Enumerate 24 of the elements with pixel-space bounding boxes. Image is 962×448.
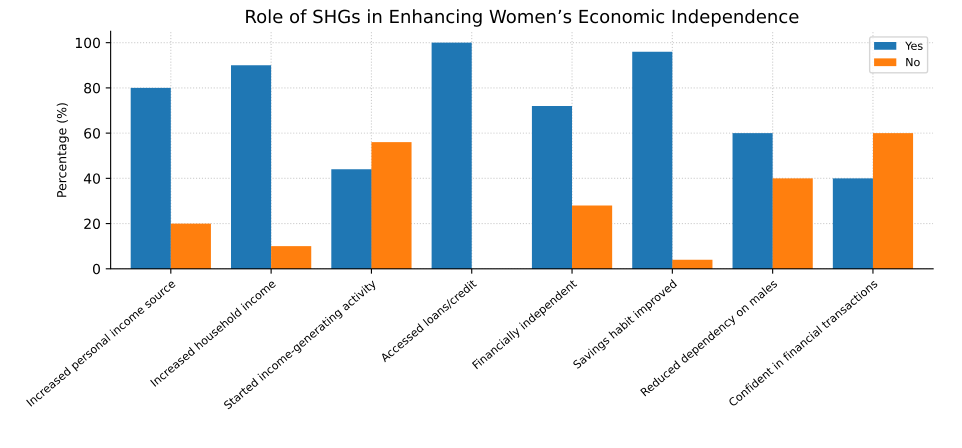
y-tick-label: 100 [76,38,100,48]
chart-title: Role of SHGs in Enhancing Women’s Economic Independence [246,9,798,27]
y-tick-label: 20 [84,218,100,230]
bar [632,52,672,269]
bar [572,205,612,269]
bar [271,246,312,269]
y-tick-label: 0 [92,264,100,274]
y-tick-label: 80 [84,82,100,94]
y-axis-title: Percentage (%) [56,103,69,197]
bar [732,133,773,269]
bar [371,142,412,269]
bar [872,133,914,269]
bar [331,169,372,269]
bar [532,106,572,269]
legend-label: No [906,58,920,66]
bar [772,178,813,269]
legend-label: Yes [905,42,923,50]
bar [130,88,171,269]
bar [230,65,272,269]
y-tick-label: 40 [84,173,100,184]
bar [832,178,873,269]
y-tick-label: 60 [84,128,100,139]
bar [432,42,472,269]
bar [170,224,211,269]
